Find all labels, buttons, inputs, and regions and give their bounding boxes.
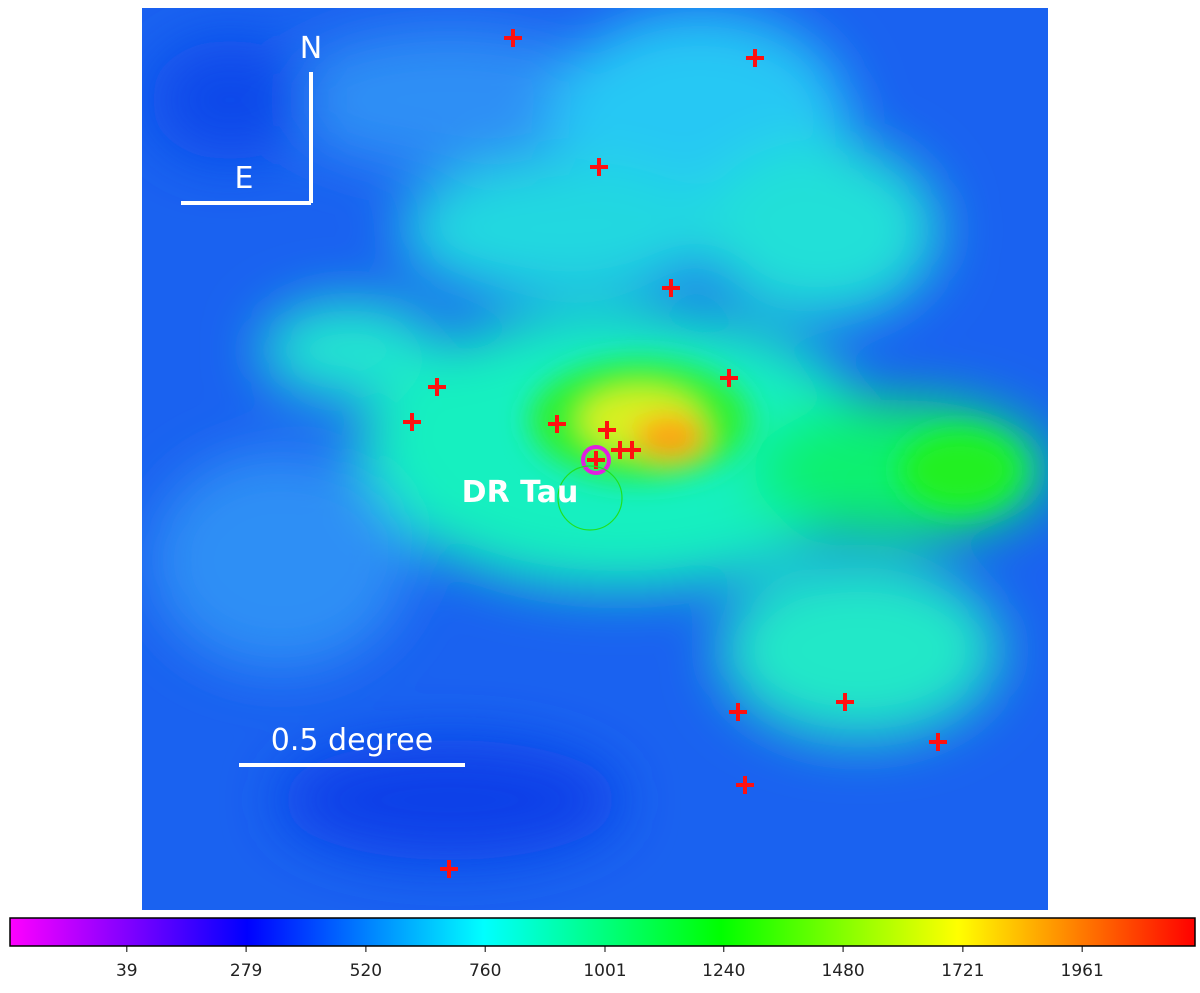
- colorbar-tick-label: 1480: [821, 961, 864, 981]
- star-cross: [623, 441, 641, 459]
- target-circle: [581, 445, 611, 475]
- star-cross: [720, 369, 738, 387]
- source-label: DR Tau: [462, 475, 579, 510]
- star-cross: [746, 49, 764, 67]
- colorbar-tick-label: 1721: [941, 961, 984, 981]
- intensity-map: [142, 8, 1048, 910]
- star-cross: [590, 158, 608, 176]
- colorbar: [9, 917, 1196, 947]
- colorbar-tick-label: 279: [230, 961, 262, 981]
- colorbar-tick-label: 760: [469, 961, 501, 981]
- colorbar-tick-label: 1001: [583, 961, 626, 981]
- colorbar-tick-label: 1961: [1061, 961, 1104, 981]
- star-cross: [662, 279, 680, 297]
- east-label: E: [235, 161, 254, 196]
- north-label: N: [300, 31, 322, 66]
- star-cross: [598, 421, 616, 439]
- star-cross: [729, 703, 747, 721]
- beam-circle: [557, 465, 623, 531]
- star-markers: [403, 29, 947, 878]
- star-cross: [736, 776, 754, 794]
- star-cross: [440, 860, 458, 878]
- star-cross: [403, 413, 421, 431]
- star-cross: [504, 29, 522, 47]
- colorbar-tick-label: 39: [116, 961, 138, 981]
- scale-label: 0.5 degree: [271, 723, 433, 758]
- colorbar-tick-label: 520: [350, 961, 382, 981]
- colorbar-tick-label: 1240: [702, 961, 745, 981]
- star-cross: [836, 693, 854, 711]
- star-cross: [548, 415, 566, 433]
- colorbar-ticks: 39 279 520 760 1001 1240 1480 1721 1961: [116, 946, 1104, 981]
- star-cross: [929, 733, 947, 751]
- star-cross: [428, 378, 446, 396]
